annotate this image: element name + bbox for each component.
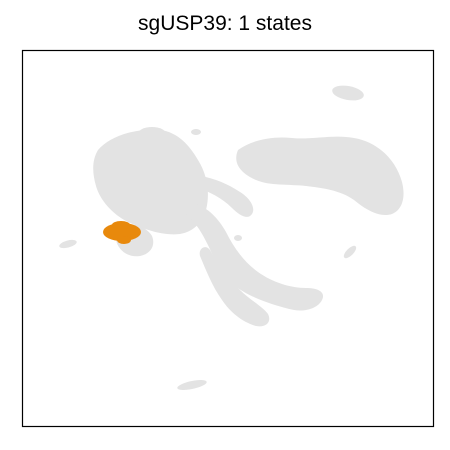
cluster-bottom [177, 379, 207, 391]
cluster-mid-dot [234, 235, 242, 241]
highlight-cluster-top [112, 221, 130, 229]
cluster-arm [184, 203, 324, 311]
cluster-tail [199, 247, 270, 327]
cluster-top-right [332, 85, 364, 101]
highlight-cluster-bottom [117, 236, 131, 244]
chart-title: sgUSP39: 1 states [138, 12, 312, 35]
cluster-bridge [194, 176, 254, 217]
cluster-right [236, 136, 404, 216]
cluster-top-dot [191, 129, 201, 135]
cluster-left-small [59, 239, 77, 249]
highlight-cells [103, 221, 141, 244]
cluster-main-top [138, 127, 166, 141]
highlight-cluster [103, 223, 141, 241]
background-cells [59, 85, 404, 391]
plot-frame [21, 49, 435, 428]
cluster-right-small [343, 245, 357, 259]
cluster-main [93, 129, 208, 235]
